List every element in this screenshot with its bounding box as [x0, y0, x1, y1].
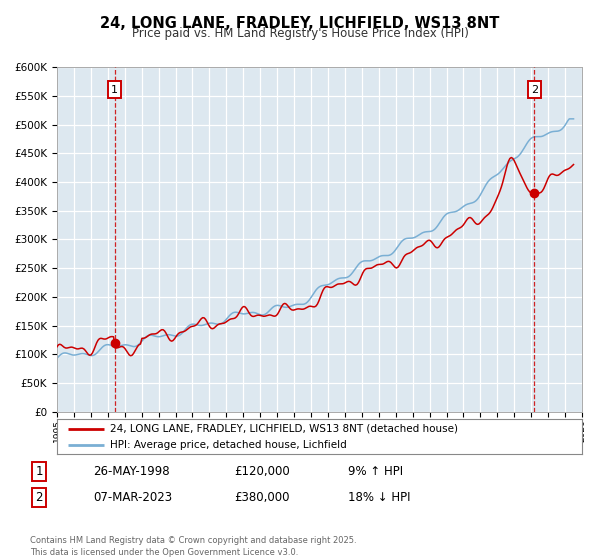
Text: £120,000: £120,000	[234, 465, 290, 478]
Text: 07-MAR-2023: 07-MAR-2023	[93, 491, 172, 504]
Text: 24, LONG LANE, FRADLEY, LICHFIELD, WS13 8NT (detached house): 24, LONG LANE, FRADLEY, LICHFIELD, WS13 …	[110, 423, 458, 433]
Text: 18% ↓ HPI: 18% ↓ HPI	[348, 491, 410, 504]
Text: 2: 2	[530, 85, 538, 95]
Text: 1: 1	[111, 85, 118, 95]
Text: 26-MAY-1998: 26-MAY-1998	[93, 465, 170, 478]
Text: Contains HM Land Registry data © Crown copyright and database right 2025.
This d: Contains HM Land Registry data © Crown c…	[30, 536, 356, 557]
Text: HPI: Average price, detached house, Lichfield: HPI: Average price, detached house, Lich…	[110, 440, 346, 450]
Text: £380,000: £380,000	[234, 491, 290, 504]
Text: Price paid vs. HM Land Registry's House Price Index (HPI): Price paid vs. HM Land Registry's House …	[131, 27, 469, 40]
Text: 1: 1	[35, 465, 43, 478]
Text: 24, LONG LANE, FRADLEY, LICHFIELD, WS13 8NT: 24, LONG LANE, FRADLEY, LICHFIELD, WS13 …	[100, 16, 500, 31]
Text: 2: 2	[35, 491, 43, 504]
Text: 9% ↑ HPI: 9% ↑ HPI	[348, 465, 403, 478]
